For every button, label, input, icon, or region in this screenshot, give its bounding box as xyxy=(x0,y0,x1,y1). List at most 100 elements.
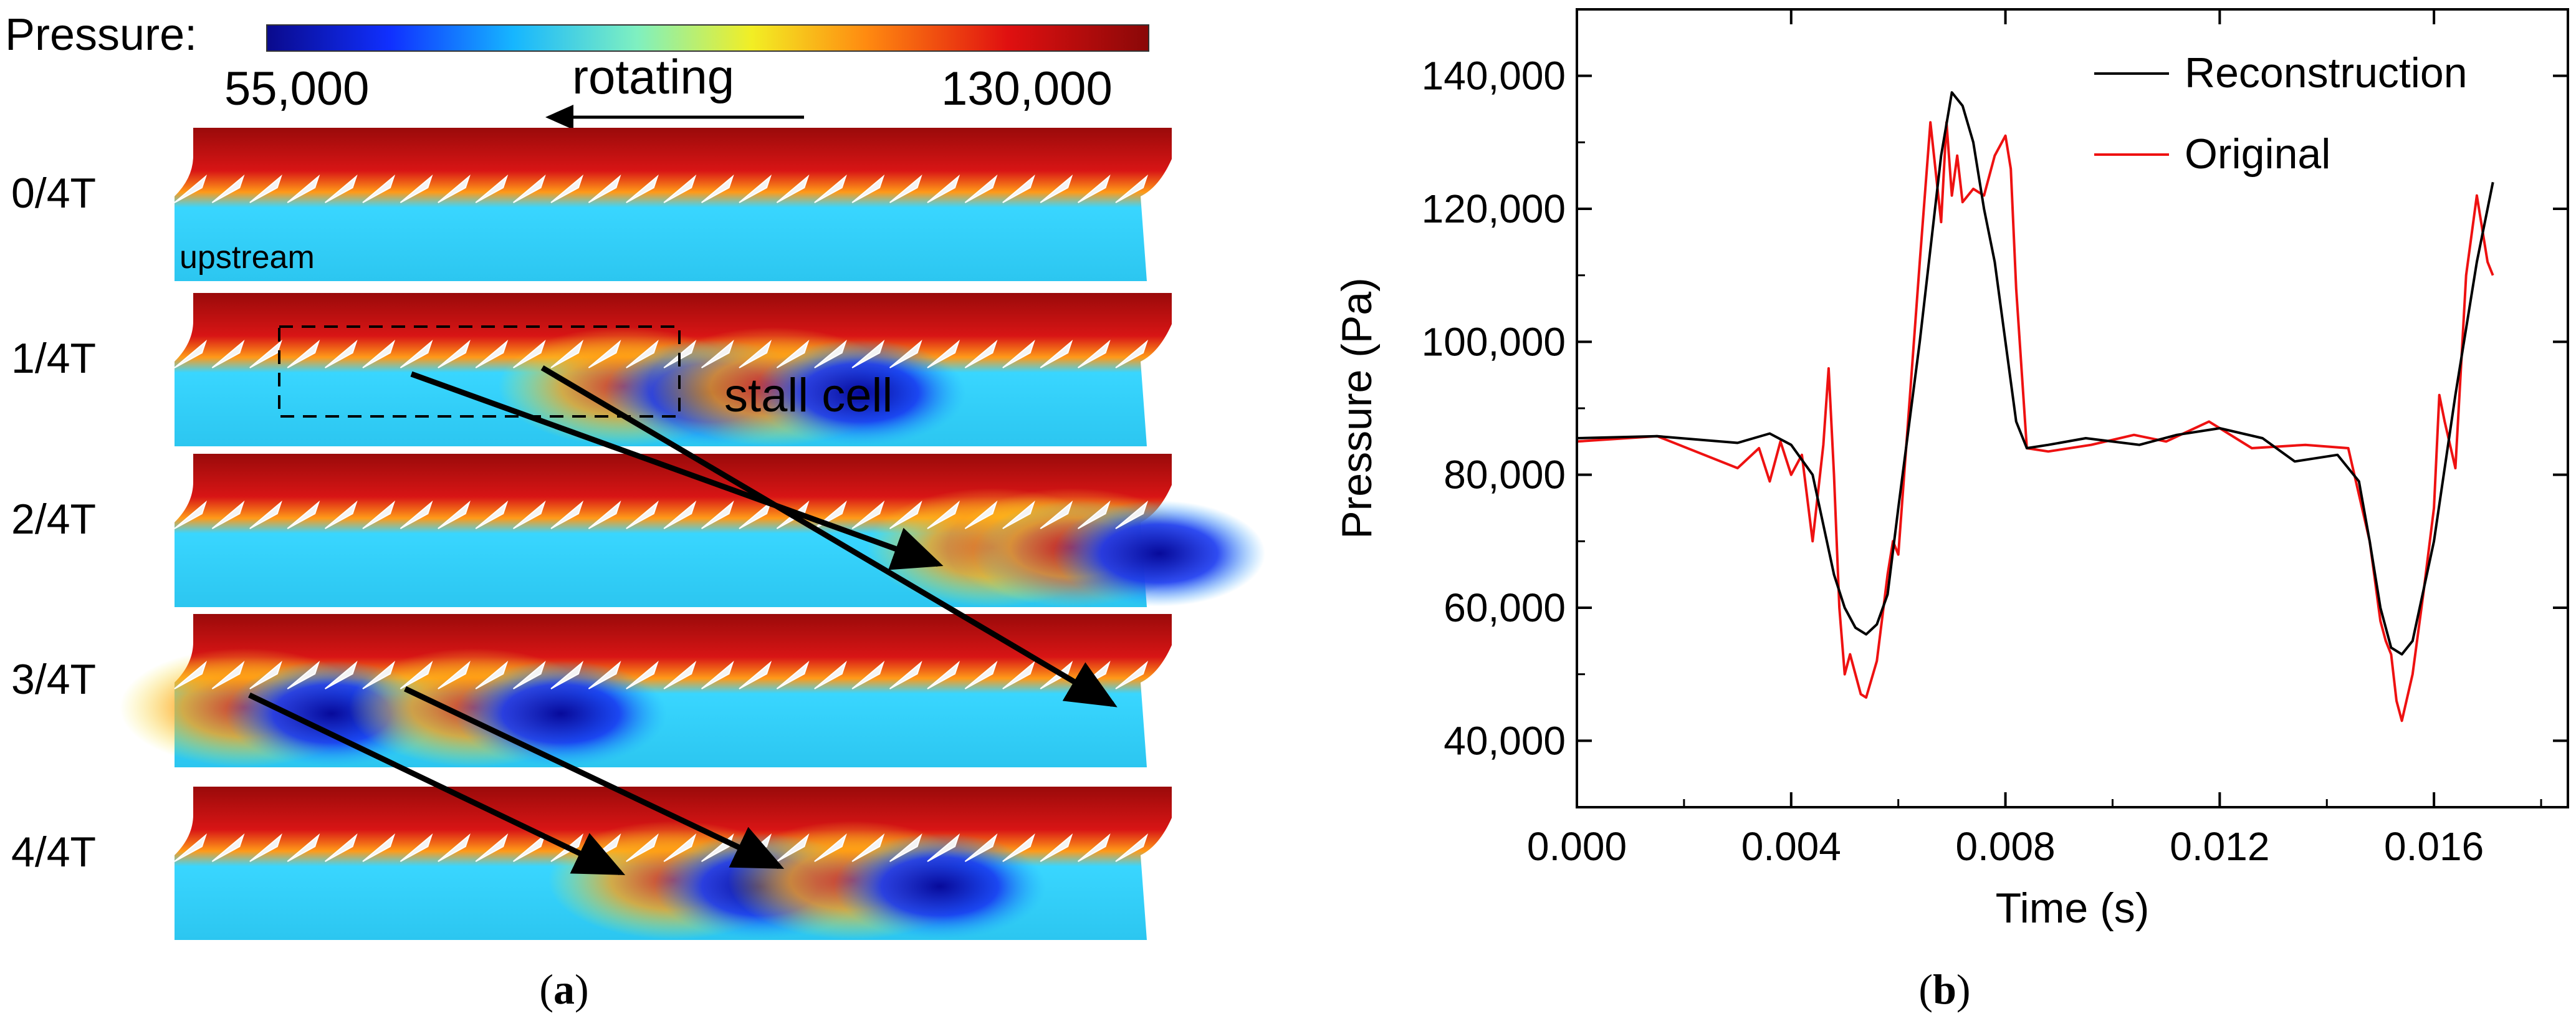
blade xyxy=(287,339,320,368)
blade xyxy=(362,500,396,529)
blade xyxy=(1002,500,1035,529)
blade xyxy=(1002,660,1035,689)
x-tick-label: 0.008 xyxy=(1955,824,2055,869)
blade xyxy=(889,339,922,368)
blade-row-strip: 2/4T xyxy=(11,454,1265,607)
blade xyxy=(739,660,772,689)
blade xyxy=(475,500,509,529)
stall-cell-region xyxy=(455,661,667,767)
y-tick-label: 60,000 xyxy=(1444,585,1566,630)
blade xyxy=(475,833,509,862)
blade xyxy=(249,339,282,368)
blade xyxy=(1040,174,1073,203)
blade xyxy=(438,500,471,529)
blade xyxy=(626,660,659,689)
blade xyxy=(438,339,471,368)
y-tick-label: 80,000 xyxy=(1444,453,1566,497)
blade xyxy=(400,339,433,368)
blade xyxy=(1040,500,1073,529)
blade xyxy=(1077,339,1111,368)
blade xyxy=(588,174,621,203)
blade xyxy=(249,833,282,862)
propagation-arrow xyxy=(248,692,626,876)
blade xyxy=(324,833,358,862)
blade xyxy=(174,174,208,203)
propagation-arrow xyxy=(410,371,944,570)
blade xyxy=(626,339,659,368)
blade xyxy=(739,500,772,529)
row-label: 4/4T xyxy=(11,828,96,876)
row-label: 2/4T xyxy=(11,496,96,543)
blade xyxy=(889,833,922,862)
blade xyxy=(663,500,697,529)
upstream-label: upstream xyxy=(180,239,315,276)
propagation-arrows xyxy=(248,365,1118,876)
stall-cell-label: stall cell xyxy=(724,369,893,422)
blade xyxy=(1040,339,1073,368)
blade xyxy=(701,660,734,689)
x-tick-label: 0.000 xyxy=(1527,824,1627,869)
blade xyxy=(663,833,697,862)
blade xyxy=(400,660,433,689)
blade xyxy=(211,660,245,689)
blade xyxy=(776,833,810,862)
blade xyxy=(512,500,546,529)
blade xyxy=(1077,174,1111,203)
blade xyxy=(851,500,885,529)
blade xyxy=(889,174,922,203)
blade xyxy=(475,660,509,689)
blade-row-strip: 0/4T xyxy=(11,128,1172,281)
blade xyxy=(550,339,584,368)
blade xyxy=(1115,339,1149,368)
blade xyxy=(287,500,320,529)
blade xyxy=(287,174,320,203)
blade xyxy=(1002,339,1035,368)
blade xyxy=(626,500,659,529)
caption-b: (b) xyxy=(1918,966,1970,1013)
blade xyxy=(776,339,810,368)
blade xyxy=(814,174,847,203)
blade xyxy=(739,174,772,203)
blade xyxy=(174,500,208,529)
blade-row-strip: 3/4T xyxy=(11,614,1172,767)
plot-series xyxy=(1576,91,2494,722)
blade xyxy=(512,833,546,862)
blade xyxy=(663,660,697,689)
y-axis-label: Pressure (Pa) xyxy=(1333,277,1381,539)
blade xyxy=(927,833,960,862)
blade xyxy=(701,339,734,368)
legend: Reconstruction Original xyxy=(2094,49,2468,178)
blade xyxy=(324,174,358,203)
blade xyxy=(550,500,584,529)
blade xyxy=(475,339,509,368)
blade xyxy=(362,339,396,368)
blade xyxy=(324,500,358,529)
blade xyxy=(1077,500,1111,529)
panel-a: Pressure: 55,000 130,000 rotating 0/4T 1/… xyxy=(5,10,1265,1013)
blade xyxy=(889,660,922,689)
stall-cell-region xyxy=(834,833,1046,939)
stall-cell-region xyxy=(754,340,966,446)
blade xyxy=(1115,500,1149,529)
blade xyxy=(851,339,885,368)
blade xyxy=(249,500,282,529)
blade xyxy=(174,660,208,689)
blade xyxy=(438,660,471,689)
propagation-arrow xyxy=(404,686,785,870)
blade xyxy=(400,833,433,862)
blade xyxy=(512,339,546,368)
blade xyxy=(701,500,734,529)
blade xyxy=(1040,833,1073,862)
blade xyxy=(1077,833,1111,862)
blade xyxy=(701,174,734,203)
blade xyxy=(475,174,509,203)
blade xyxy=(814,833,847,862)
blade xyxy=(1115,174,1149,203)
blade xyxy=(964,500,998,529)
blade xyxy=(588,660,621,689)
blade xyxy=(851,833,885,862)
blade xyxy=(438,833,471,862)
blade xyxy=(663,174,697,203)
blade xyxy=(927,339,960,368)
